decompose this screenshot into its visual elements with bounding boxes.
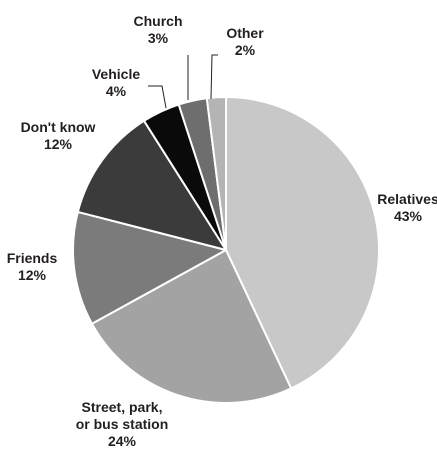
pie-slice-other — [205, 96, 227, 251]
pie-slice-relatives — [225, 96, 380, 390]
slice-value-label: 43% — [394, 208, 423, 224]
pie-slice-street-park-or-bus-station — [90, 249, 293, 404]
slice-value-label: 4% — [106, 83, 127, 99]
slice-labels: Relatives 43%Street, park, or bus station 2… — [7, 13, 437, 449]
slice-name-label: Church — [134, 13, 183, 29]
slice-label-don-t-know: Don't know 12% — [21, 119, 96, 152]
pie-slices — [72, 96, 380, 404]
slice-label-other: Other 2% — [226, 25, 264, 58]
slice-value-label: 12% — [44, 136, 73, 152]
slice-name-label: Friends — [7, 250, 58, 266]
slice-name-label: Relatives — [377, 191, 437, 207]
slice-name-label: Other — [226, 25, 264, 41]
pie-slice-friends — [72, 210, 227, 325]
leader-line-other — [210, 54, 218, 100]
leader-lines — [148, 54, 218, 109]
leader-line-vehicle — [148, 85, 167, 109]
slice-name-label: or bus station — [76, 416, 169, 432]
slice-value-label: 3% — [148, 30, 169, 46]
slice-label-vehicle: Vehicle 4% — [92, 66, 140, 99]
slice-value-label: 24% — [108, 433, 137, 449]
slice-name-label: Don't know — [21, 119, 96, 135]
slice-name-label: Street, park, — [82, 399, 163, 415]
pie-slice-don-t-know — [76, 119, 227, 251]
slice-value-label: 2% — [235, 42, 256, 58]
slice-name-label: Vehicle — [92, 66, 140, 82]
slice-label-church: Church 3% — [134, 13, 183, 46]
slice-label-friends: Friends 12% — [7, 250, 58, 283]
slice-label-street-park-or-bus-station: Street, park, or bus station 24% — [76, 399, 169, 449]
slice-label-relatives: Relatives 43% — [377, 191, 437, 224]
slice-value-label: 12% — [18, 267, 47, 283]
